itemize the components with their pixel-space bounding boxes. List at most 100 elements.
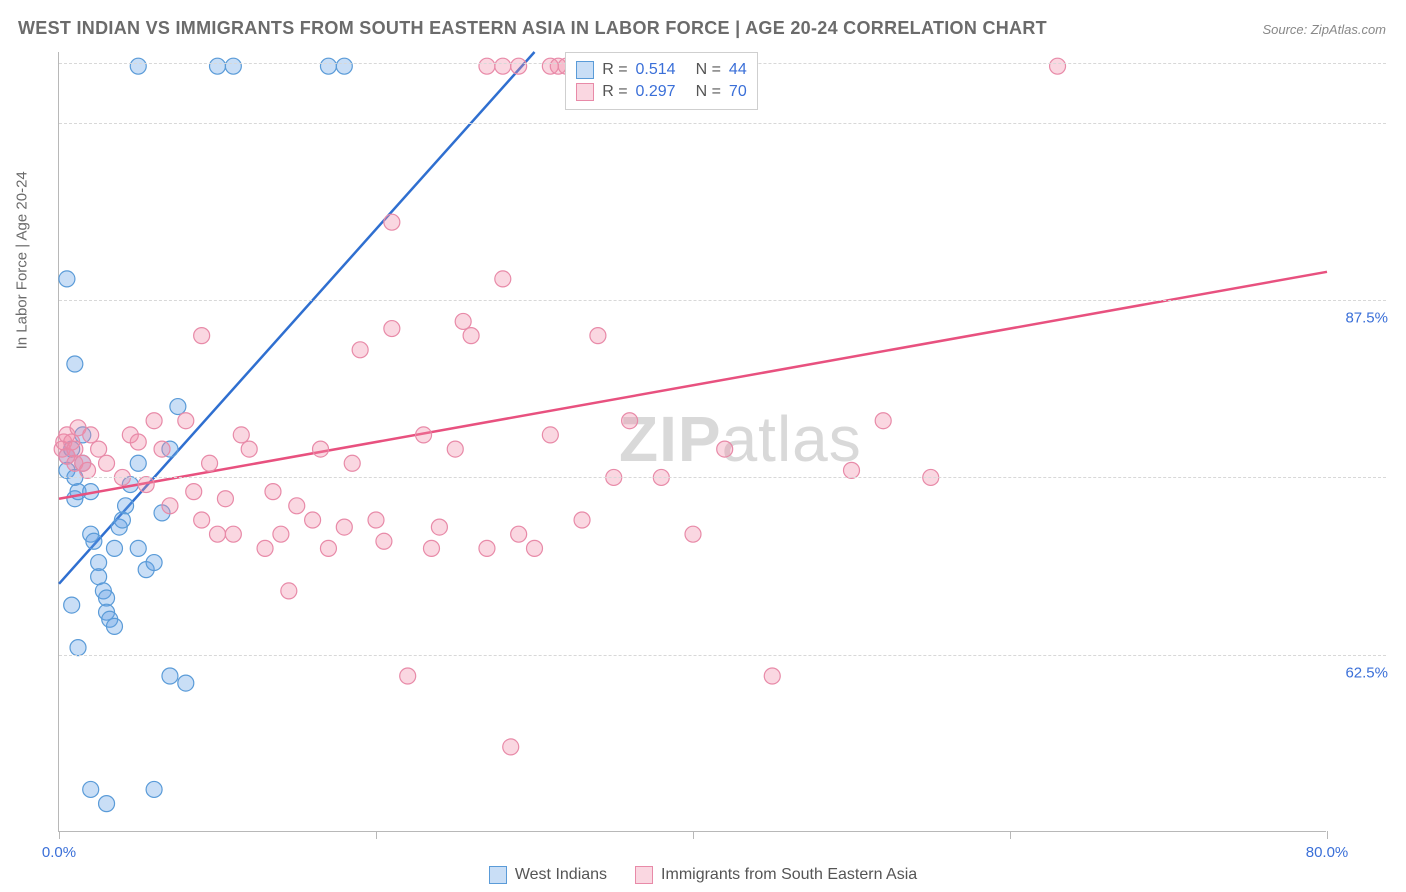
bottom-legend-item: Immigrants from South Eastern Asia bbox=[635, 866, 917, 884]
bottom-legend-item: West Indians bbox=[489, 866, 607, 884]
gridline-h bbox=[59, 300, 1386, 301]
data-point bbox=[202, 455, 218, 471]
legend-swatch bbox=[576, 83, 594, 101]
data-point bbox=[106, 618, 122, 634]
x-tick-label: 0.0% bbox=[42, 844, 76, 861]
data-point bbox=[225, 58, 241, 74]
data-point bbox=[64, 597, 80, 613]
data-point bbox=[344, 455, 360, 471]
data-point bbox=[225, 526, 241, 542]
data-point bbox=[67, 356, 83, 372]
data-point bbox=[114, 512, 130, 528]
data-point bbox=[178, 413, 194, 429]
data-point bbox=[685, 526, 701, 542]
data-point bbox=[99, 455, 115, 471]
data-point bbox=[130, 58, 146, 74]
data-point bbox=[86, 533, 102, 549]
x-tick-label: 80.0% bbox=[1306, 844, 1349, 861]
data-point bbox=[320, 58, 336, 74]
plot-svg bbox=[59, 52, 1326, 831]
bottom-legend-label: West Indians bbox=[515, 866, 607, 884]
x-tick bbox=[1327, 831, 1328, 839]
x-tick bbox=[59, 831, 60, 839]
data-point bbox=[91, 569, 107, 585]
legend-r-value: 0.514 bbox=[636, 61, 676, 79]
data-point bbox=[455, 313, 471, 329]
stats-legend-row: R = 0.514 N = 44 bbox=[576, 59, 747, 81]
legend-r-label: R = bbox=[602, 61, 627, 79]
x-tick bbox=[693, 831, 694, 839]
data-point bbox=[384, 214, 400, 230]
data-point bbox=[368, 512, 384, 528]
data-point bbox=[717, 441, 733, 457]
data-point bbox=[400, 668, 416, 684]
legend-n-label: N = bbox=[696, 61, 721, 79]
stats-legend: R = 0.514 N = 44 R = 0.297 N = 70 bbox=[565, 52, 758, 110]
x-tick bbox=[376, 831, 377, 839]
legend-n-value: 70 bbox=[729, 83, 747, 101]
data-point bbox=[479, 58, 495, 74]
data-point bbox=[170, 399, 186, 415]
data-point bbox=[130, 434, 146, 450]
data-point bbox=[273, 526, 289, 542]
legend-n-label: N = bbox=[696, 83, 721, 101]
data-point bbox=[305, 512, 321, 528]
data-point bbox=[130, 455, 146, 471]
plot-area: ZIPatlas 62.5%87.5%0.0%80.0% bbox=[58, 52, 1326, 832]
bottom-legend-label: Immigrants from South Eastern Asia bbox=[661, 866, 917, 884]
data-point bbox=[194, 328, 210, 344]
data-point bbox=[80, 462, 96, 478]
legend-r-label: R = bbox=[602, 83, 627, 101]
data-point bbox=[336, 58, 352, 74]
legend-swatch bbox=[576, 61, 594, 79]
data-point bbox=[217, 491, 233, 507]
data-point bbox=[241, 441, 257, 457]
data-point bbox=[281, 583, 297, 599]
data-point bbox=[376, 533, 392, 549]
data-point bbox=[162, 498, 178, 514]
data-point bbox=[83, 427, 99, 443]
y-axis-title: In Labor Force | Age 20-24 bbox=[14, 171, 31, 349]
source-label: Source: ZipAtlas.com bbox=[1262, 22, 1386, 37]
data-point bbox=[99, 796, 115, 812]
chart-title: WEST INDIAN VS IMMIGRANTS FROM SOUTH EAS… bbox=[18, 18, 1047, 39]
data-point bbox=[106, 540, 122, 556]
data-point bbox=[146, 413, 162, 429]
data-point bbox=[574, 512, 590, 528]
data-point bbox=[138, 477, 154, 493]
legend-n-value: 44 bbox=[729, 61, 747, 79]
data-point bbox=[59, 271, 75, 287]
data-point bbox=[289, 498, 305, 514]
data-point bbox=[511, 526, 527, 542]
data-point bbox=[118, 498, 134, 514]
trend-line bbox=[59, 272, 1327, 499]
data-point bbox=[527, 540, 543, 556]
data-point bbox=[542, 427, 558, 443]
data-point bbox=[257, 540, 273, 556]
data-point bbox=[1050, 58, 1066, 74]
data-point bbox=[154, 441, 170, 457]
data-point bbox=[130, 540, 146, 556]
data-point bbox=[447, 441, 463, 457]
data-point bbox=[479, 540, 495, 556]
data-point bbox=[70, 640, 86, 656]
y-tick-label: 87.5% bbox=[1328, 310, 1388, 327]
y-tick-label: 62.5% bbox=[1328, 664, 1388, 681]
data-point bbox=[844, 462, 860, 478]
data-point bbox=[210, 526, 226, 542]
data-point bbox=[463, 328, 479, 344]
data-point bbox=[622, 413, 638, 429]
data-point bbox=[320, 540, 336, 556]
data-point bbox=[423, 540, 439, 556]
gridline-h bbox=[59, 655, 1386, 656]
data-point bbox=[91, 441, 107, 457]
data-point bbox=[416, 427, 432, 443]
gridline-h bbox=[59, 123, 1386, 124]
legend-swatch bbox=[489, 866, 507, 884]
data-point bbox=[511, 58, 527, 74]
data-point bbox=[178, 675, 194, 691]
data-point bbox=[495, 58, 511, 74]
data-point bbox=[313, 441, 329, 457]
data-point bbox=[233, 427, 249, 443]
legend-r-value: 0.297 bbox=[636, 83, 676, 101]
